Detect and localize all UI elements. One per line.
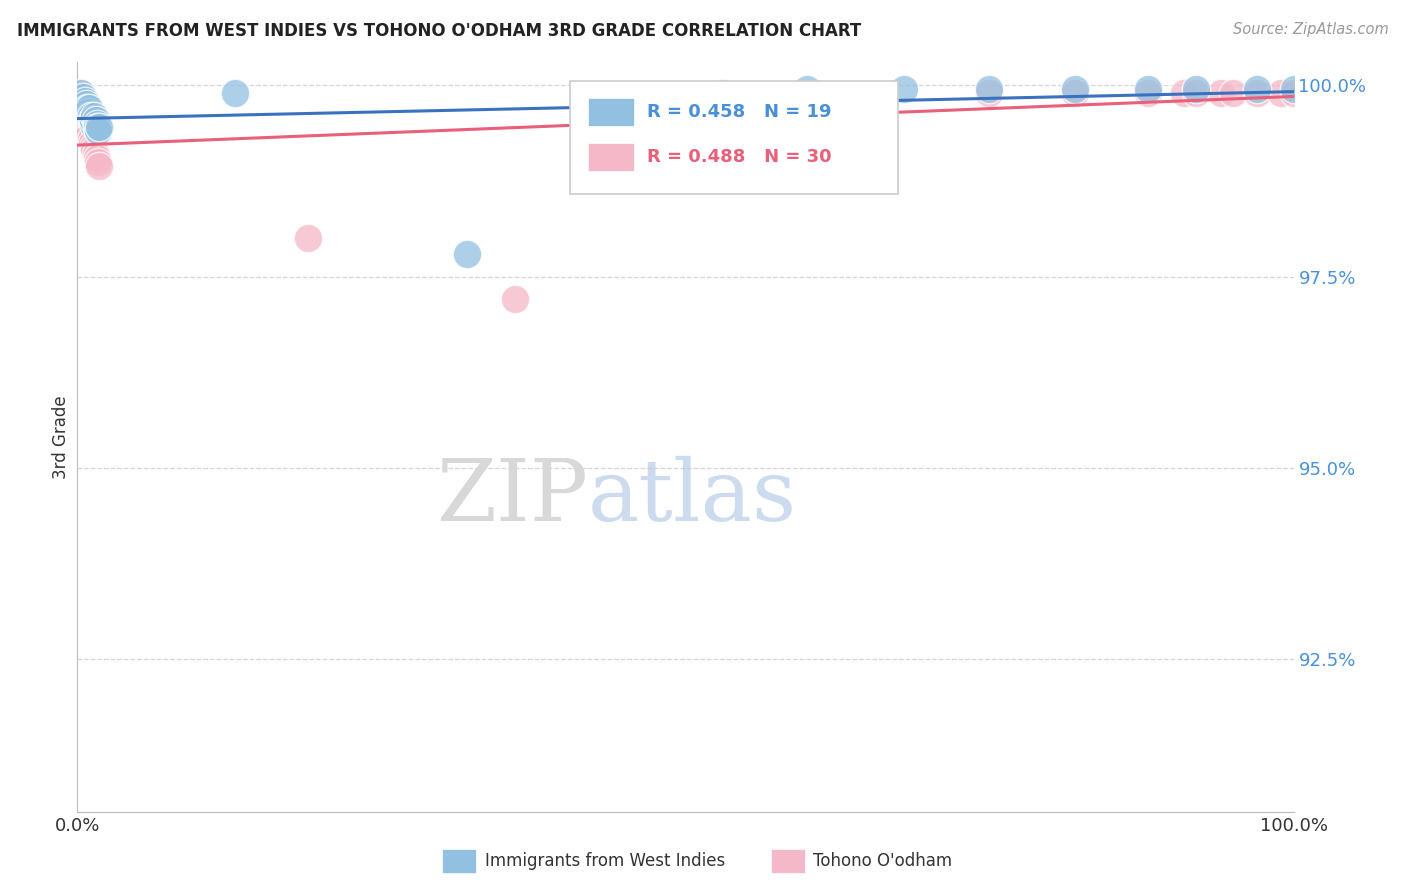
Point xyxy=(1136,86,1159,100)
Point xyxy=(224,86,246,100)
Point xyxy=(1222,86,1244,100)
Point xyxy=(82,139,104,153)
Text: ZIP: ZIP xyxy=(436,456,588,539)
Point xyxy=(76,101,98,115)
Point xyxy=(80,112,103,127)
Point xyxy=(70,86,93,100)
Point xyxy=(70,94,93,108)
Point xyxy=(87,124,110,138)
Point xyxy=(1246,86,1268,100)
Point xyxy=(89,159,111,173)
Point xyxy=(1282,82,1305,96)
Point xyxy=(1185,82,1208,96)
Point xyxy=(979,86,1001,100)
Point xyxy=(87,154,110,169)
Point xyxy=(82,112,104,127)
Point xyxy=(1185,86,1208,100)
Point xyxy=(297,231,319,245)
Point xyxy=(76,120,98,135)
FancyBboxPatch shape xyxy=(588,97,634,126)
Point xyxy=(73,105,96,120)
Point xyxy=(796,82,818,96)
Point xyxy=(979,82,1001,96)
Point xyxy=(456,246,478,260)
Point xyxy=(73,94,96,108)
Point xyxy=(1063,82,1085,96)
Point xyxy=(84,147,107,161)
Text: atlas: atlas xyxy=(588,456,797,539)
Point xyxy=(86,151,108,165)
FancyBboxPatch shape xyxy=(588,143,634,171)
Point xyxy=(79,109,101,123)
FancyBboxPatch shape xyxy=(441,849,477,873)
Text: Source: ZipAtlas.com: Source: ZipAtlas.com xyxy=(1233,22,1389,37)
Point xyxy=(83,144,105,158)
Text: IMMIGRANTS FROM WEST INDIES VS TOHONO O'ODHAM 3RD GRADE CORRELATION CHART: IMMIGRANTS FROM WEST INDIES VS TOHONO O'… xyxy=(17,22,860,40)
Point xyxy=(79,101,101,115)
Point xyxy=(83,109,105,123)
Point xyxy=(893,82,915,96)
Point xyxy=(80,109,103,123)
Point xyxy=(79,128,101,142)
Text: R = 0.488   N = 30: R = 0.488 N = 30 xyxy=(647,148,831,166)
Point xyxy=(1282,86,1305,100)
Point xyxy=(86,117,108,131)
Point xyxy=(80,132,103,146)
FancyBboxPatch shape xyxy=(770,849,804,873)
Point xyxy=(1209,86,1232,100)
Point xyxy=(1173,86,1195,100)
Point xyxy=(77,105,100,120)
Point xyxy=(72,97,94,112)
Point xyxy=(89,120,111,135)
Point xyxy=(503,293,526,307)
Point xyxy=(1063,86,1085,100)
Y-axis label: 3rd Grade: 3rd Grade xyxy=(52,395,70,479)
Point xyxy=(75,97,97,112)
Point xyxy=(82,117,104,131)
Point xyxy=(710,86,733,100)
Point xyxy=(84,112,107,127)
Point xyxy=(70,86,93,100)
Point xyxy=(1136,82,1159,96)
FancyBboxPatch shape xyxy=(569,81,898,194)
Point xyxy=(80,136,103,150)
Text: Tohono O'odham: Tohono O'odham xyxy=(813,852,952,871)
Point xyxy=(1270,86,1292,100)
Point xyxy=(75,112,97,127)
Text: Immigrants from West Indies: Immigrants from West Indies xyxy=(485,852,725,871)
Point xyxy=(86,120,108,135)
Point xyxy=(72,90,94,104)
Text: R = 0.458   N = 19: R = 0.458 N = 19 xyxy=(647,103,831,121)
Point xyxy=(1246,82,1268,96)
Point xyxy=(77,124,100,138)
